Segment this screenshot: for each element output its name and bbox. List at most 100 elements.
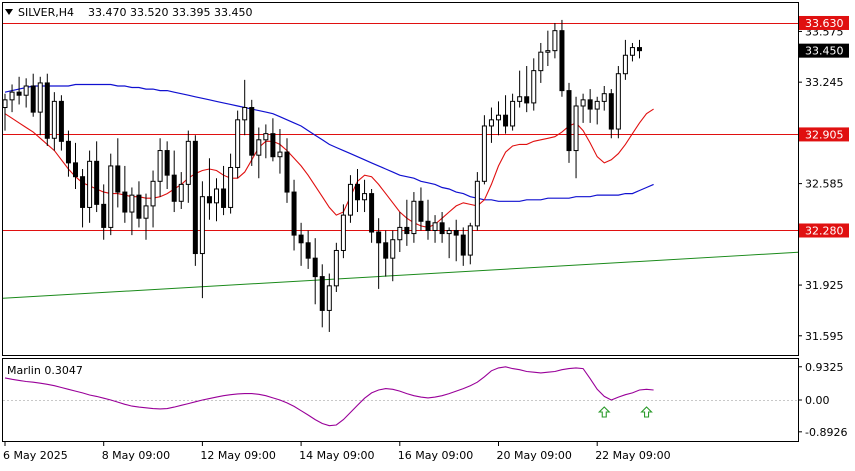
candle-body [277, 151, 283, 158]
candle [206, 158, 212, 220]
candle-body [298, 234, 304, 244]
candle-body [108, 165, 114, 228]
candle-body [115, 165, 121, 193]
price-badge-bg [799, 127, 849, 142]
symbol-label: SILVER,H4 [18, 6, 74, 19]
candle-body [291, 191, 297, 236]
candle-body [16, 91, 22, 96]
candle-body [178, 183, 184, 202]
candle [446, 227, 452, 259]
y-tick-label: 32.585 [805, 178, 844, 191]
candle [615, 66, 621, 139]
x-tick-label: 6 May 2025 [3, 449, 68, 462]
candle [80, 169, 86, 228]
candle-body [242, 107, 248, 121]
candle [439, 212, 445, 243]
candle-body [150, 180, 156, 207]
candle-body [488, 119, 494, 127]
candle-body [235, 119, 241, 168]
candle [383, 230, 389, 277]
osc-tick-label: -0.8926 [805, 426, 847, 439]
trendline [2, 251, 799, 299]
candle [129, 187, 135, 236]
oscillator-label: Marlin 0.3047 [7, 364, 83, 377]
candle [488, 107, 494, 143]
candle-body [270, 133, 276, 158]
candle [16, 76, 22, 105]
candle-body [256, 139, 262, 156]
x-tick-label: 8 May 09:00 [102, 449, 170, 462]
oscillator-series [3, 366, 798, 427]
trendline-segment [2, 251, 799, 299]
candle-body [594, 100, 600, 110]
candle-body [531, 70, 537, 104]
signal-arrow-icon [640, 406, 653, 418]
candle [305, 230, 311, 269]
candle-body [510, 100, 516, 127]
candle-body [122, 191, 128, 213]
price-badge-level-32905: 32.905 [799, 127, 849, 142]
candle [291, 179, 297, 251]
candle [157, 138, 163, 197]
candle-body [629, 47, 635, 56]
candle-body [2, 99, 8, 109]
candle-body [538, 51, 544, 72]
candle-body [319, 276, 325, 311]
candle [510, 93, 516, 131]
candle-body [362, 193, 368, 201]
candle [235, 110, 241, 179]
candle [347, 175, 353, 223]
oscillator-axis: 0.9325 0.00 -0.8926 [798, 361, 847, 439]
candle-body [425, 220, 431, 231]
candle-body [333, 249, 339, 287]
candle [23, 78, 29, 108]
candle-body [376, 231, 382, 244]
candle [51, 92, 57, 151]
price-badge-text: 32.280 [805, 224, 844, 237]
candle-body [214, 188, 219, 204]
symbol-dropdown-icon[interactable] [5, 9, 13, 15]
candle-body [601, 93, 607, 102]
ohlc-readout: 33.470 33.520 33.395 33.450 [88, 6, 252, 19]
candle [73, 142, 78, 189]
candles [2, 19, 642, 332]
candle-body [136, 194, 142, 219]
candle [2, 93, 8, 131]
candle-body [143, 205, 149, 219]
price-badge-level-33630: 33.630 [799, 15, 849, 30]
candle-body [446, 229, 452, 235]
candle [150, 170, 156, 228]
candle [30, 73, 36, 117]
y-tick-label: 33.245 [805, 76, 844, 89]
x-tick-label: 20 May 09:00 [497, 449, 572, 462]
candle [37, 76, 43, 136]
candle [333, 242, 339, 292]
y-tick-label: 31.595 [805, 330, 844, 343]
candle [362, 179, 368, 213]
candle [608, 89, 614, 139]
candle [390, 230, 396, 282]
price-badge-text: 33.630 [805, 17, 844, 30]
candle [87, 150, 93, 223]
candle-body [94, 160, 100, 205]
candle-body [228, 166, 234, 208]
candle [221, 165, 227, 216]
price-badge-bg [799, 43, 849, 58]
candle-body [30, 85, 36, 113]
price-badge-level-32280: 32.280 [799, 223, 849, 238]
candle-body [157, 150, 163, 182]
price-axis: 33.57533.24532.58531.92531.59533.63033.4… [798, 15, 849, 343]
candle [460, 227, 466, 266]
candle [580, 93, 586, 123]
candle [404, 199, 410, 246]
candle-body [80, 176, 86, 208]
candle [122, 165, 128, 223]
main-panel-frame [2, 2, 799, 356]
candle [249, 99, 255, 166]
candle [270, 118, 276, 162]
candle [326, 273, 332, 332]
candle-body [460, 234, 466, 256]
candle-body [467, 225, 473, 256]
candle-body [580, 99, 586, 107]
candle [101, 184, 107, 240]
